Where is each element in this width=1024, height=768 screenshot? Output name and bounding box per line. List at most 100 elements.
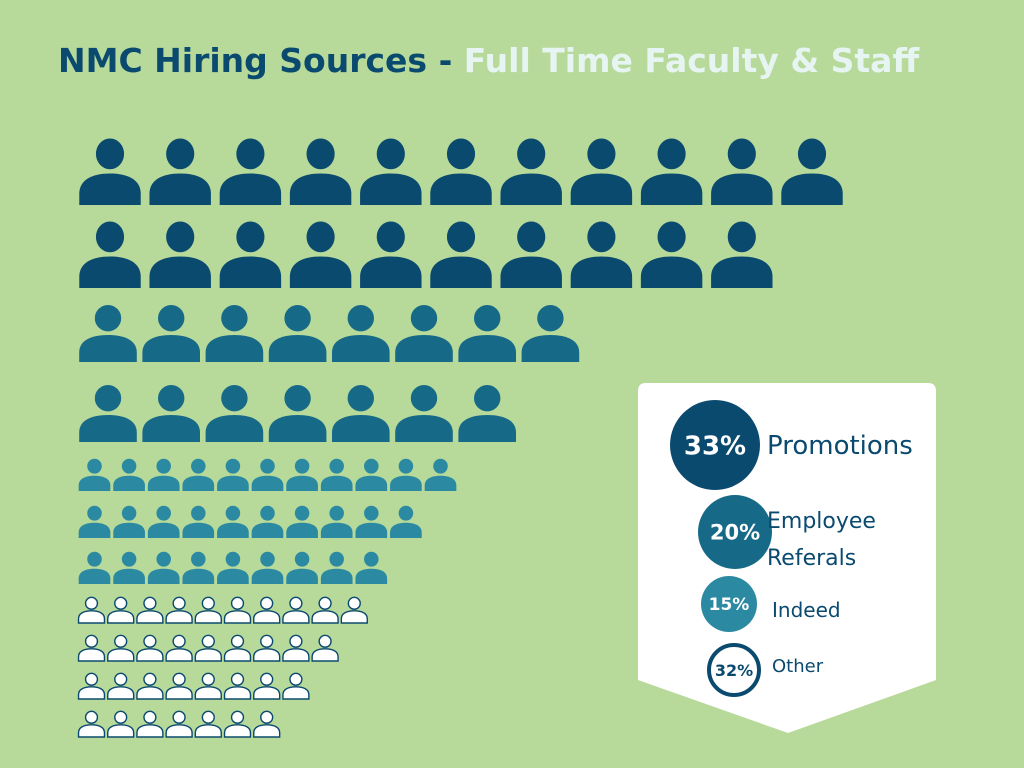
person-icon bbox=[289, 138, 352, 205]
icon-body bbox=[147, 568, 180, 584]
icon-head bbox=[290, 673, 302, 685]
person-icon bbox=[147, 551, 180, 584]
icon-head bbox=[202, 711, 214, 723]
icon-body bbox=[219, 173, 282, 205]
icon-head bbox=[158, 305, 185, 332]
person-icon bbox=[360, 138, 422, 205]
icon-body bbox=[286, 475, 318, 491]
legend-label: Indeed bbox=[772, 598, 841, 622]
icon-body bbox=[341, 611, 367, 623]
icon-head bbox=[587, 138, 616, 170]
person-icon bbox=[79, 597, 105, 623]
icon-head bbox=[166, 138, 195, 170]
person-icon bbox=[711, 221, 773, 288]
icon-head bbox=[329, 458, 344, 474]
person-icon bbox=[166, 673, 192, 699]
person-icon bbox=[570, 221, 633, 288]
person-icon bbox=[312, 597, 338, 623]
icon-head bbox=[446, 138, 476, 170]
icon-head bbox=[225, 551, 241, 567]
icon-body bbox=[283, 611, 309, 623]
icon-body bbox=[283, 687, 309, 699]
icon-head bbox=[232, 711, 244, 723]
icon-head bbox=[364, 551, 379, 567]
icon-head bbox=[115, 597, 127, 609]
person-icon bbox=[286, 458, 318, 491]
icon-body bbox=[320, 568, 353, 584]
icon-head bbox=[166, 221, 195, 253]
icon-body bbox=[113, 522, 145, 538]
icon-body bbox=[390, 522, 422, 538]
person-icon bbox=[149, 138, 211, 205]
person-icon bbox=[781, 138, 843, 205]
icon-head bbox=[376, 138, 405, 170]
icon-body bbox=[79, 725, 105, 737]
icon-body bbox=[113, 568, 145, 584]
person-icon bbox=[254, 673, 280, 699]
icon-body bbox=[205, 335, 264, 362]
icon-body bbox=[320, 475, 353, 491]
person-icon bbox=[341, 597, 367, 623]
icon-head bbox=[306, 221, 335, 253]
icon-body bbox=[137, 725, 163, 737]
icon-head bbox=[158, 385, 185, 412]
icon-head bbox=[95, 221, 125, 253]
legend-label: Promotions bbox=[767, 431, 913, 461]
icon-head bbox=[121, 458, 137, 474]
icon-head bbox=[398, 458, 414, 474]
person-icon bbox=[254, 635, 280, 661]
person-icon bbox=[137, 597, 163, 623]
person-icon bbox=[500, 138, 562, 205]
person-icon bbox=[79, 221, 141, 288]
icon-body bbox=[395, 335, 453, 362]
icon-body bbox=[149, 256, 211, 288]
person-icon bbox=[640, 138, 703, 205]
icon-body bbox=[225, 725, 251, 737]
icon-body bbox=[332, 415, 390, 442]
icon-head bbox=[474, 385, 501, 412]
icon-body bbox=[137, 611, 163, 623]
icon-head bbox=[284, 385, 311, 412]
icon-body bbox=[570, 256, 633, 288]
icon-head bbox=[232, 635, 244, 647]
icon-body bbox=[217, 568, 249, 584]
person-icon bbox=[195, 635, 221, 661]
person-icon bbox=[79, 385, 137, 442]
icon-head bbox=[260, 551, 275, 567]
icon-head bbox=[94, 305, 122, 332]
icon-body bbox=[355, 475, 388, 491]
icon-head bbox=[260, 458, 275, 474]
person-icon bbox=[458, 305, 516, 362]
icon-head bbox=[727, 221, 756, 253]
icon-body bbox=[78, 475, 111, 491]
person-icon bbox=[137, 635, 163, 661]
person-icon bbox=[640, 221, 703, 288]
person-icon bbox=[289, 221, 352, 288]
icon-head bbox=[115, 635, 127, 647]
icon-body bbox=[286, 522, 318, 538]
icon-body bbox=[254, 725, 280, 737]
icon-head bbox=[348, 597, 360, 609]
person-icon bbox=[521, 305, 580, 362]
icon-head bbox=[144, 635, 156, 647]
icon-body bbox=[289, 256, 352, 288]
icon-body bbox=[781, 173, 843, 205]
person-icon bbox=[312, 635, 338, 661]
person-icon bbox=[137, 673, 163, 699]
icon-body bbox=[332, 335, 390, 362]
icon-head bbox=[173, 597, 185, 609]
icon-head bbox=[410, 385, 438, 412]
icon-body bbox=[500, 173, 562, 205]
person-icon bbox=[251, 551, 284, 584]
icon-head bbox=[398, 505, 414, 521]
person-icon bbox=[430, 138, 492, 205]
icon-head bbox=[284, 305, 311, 332]
icon-head bbox=[347, 385, 374, 412]
icon-body bbox=[225, 687, 251, 699]
icon-head bbox=[517, 221, 546, 253]
icon-body bbox=[286, 568, 318, 584]
icon-head bbox=[517, 138, 546, 170]
title: NMC Hiring Sources - Full Time Faculty &… bbox=[58, 41, 920, 80]
person-icon bbox=[355, 458, 388, 491]
person-icon bbox=[205, 385, 264, 442]
